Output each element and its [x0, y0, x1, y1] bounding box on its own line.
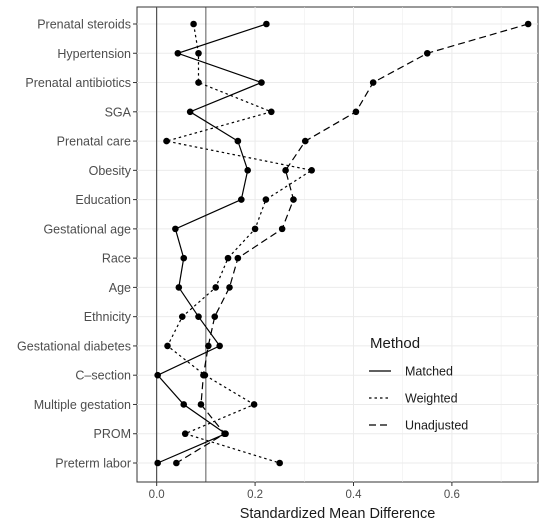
x-tick-label: 0.4 — [345, 489, 362, 501]
data-point — [197, 401, 205, 408]
series-layer — [154, 20, 532, 467]
data-point — [164, 342, 171, 350]
data-point — [174, 49, 182, 57]
data-point — [178, 313, 186, 320]
y-tick-label: PROM — [94, 427, 132, 441]
data-point — [172, 225, 179, 233]
legend-label-weighted: Weighted — [405, 392, 458, 406]
data-point — [224, 254, 232, 262]
y-tick-label: Age — [109, 281, 131, 295]
data-point — [226, 284, 233, 291]
data-point — [268, 108, 275, 116]
x-tick-label: 0.0 — [149, 489, 165, 501]
y-tick-label: SGA — [105, 105, 132, 119]
y-tick-label: Gestational diabetes — [17, 339, 131, 353]
legend-label-unadjusted: Unadjusted — [405, 419, 468, 433]
legend-label-matched: Matched — [405, 365, 453, 379]
data-point — [186, 108, 194, 116]
data-point — [352, 108, 360, 116]
data-point — [190, 20, 197, 28]
data-point — [308, 167, 315, 174]
y-tick-label: Preterm labor — [55, 457, 131, 471]
y-tick-label: Prenatal antibiotics — [25, 76, 131, 90]
data-point — [524, 20, 532, 28]
data-point — [250, 401, 258, 408]
data-point — [282, 167, 289, 174]
y-tick-label: Hypertension — [57, 47, 131, 61]
y-tick-label: Gestational age — [43, 222, 131, 236]
data-point — [369, 79, 377, 86]
data-point — [301, 137, 309, 145]
data-point — [173, 459, 180, 467]
data-point — [211, 313, 219, 320]
y-tick-label: Prenatal care — [57, 135, 131, 149]
data-point — [175, 284, 183, 291]
x-tick-label: 0.2 — [247, 489, 263, 501]
legend-title: Method — [370, 335, 420, 352]
y-tick-label: Multiple gestation — [34, 398, 131, 412]
data-point — [200, 371, 207, 379]
data-point — [238, 196, 245, 203]
data-point — [263, 20, 270, 28]
x-tick-label: 0.6 — [444, 489, 460, 501]
legend: Method Matched Weighted Unadjusted — [369, 335, 468, 433]
data-point — [163, 137, 170, 145]
series-line — [166, 23, 314, 464]
data-point — [154, 459, 161, 467]
data-point — [234, 254, 242, 262]
data-point — [262, 196, 270, 203]
data-point — [290, 196, 297, 203]
x-axis-title: Standardized Mean Difference — [240, 506, 436, 522]
data-point — [181, 430, 189, 438]
data-point — [212, 284, 220, 291]
data-point — [221, 430, 228, 438]
plot-panel — [136, 6, 539, 483]
data-point — [423, 49, 431, 57]
x-axis: 0.0 0.2 0.4 0.6 — [149, 482, 460, 501]
y-tick-label: C–section — [75, 369, 131, 383]
y-tick-label: Education — [75, 193, 131, 207]
data-point — [258, 79, 265, 86]
y-tick-label: Race — [102, 252, 131, 266]
data-point — [278, 225, 286, 233]
data-point — [234, 137, 242, 145]
data-point — [216, 342, 223, 350]
series-line — [156, 23, 267, 464]
data-point — [195, 313, 202, 320]
y-axis: Prenatal steroids Hypertension Prenatal an… — [17, 18, 137, 471]
series-unadjusted — [173, 20, 532, 467]
data-point — [180, 401, 188, 408]
data-point — [205, 342, 212, 350]
data-point — [195, 49, 202, 57]
data-point — [276, 459, 283, 467]
y-tick-label: Ethnicity — [84, 310, 132, 324]
data-point — [244, 167, 252, 174]
data-point — [251, 225, 259, 233]
data-point — [180, 254, 188, 262]
y-tick-label: Obesity — [89, 164, 132, 178]
data-point — [154, 371, 161, 379]
data-point — [195, 79, 202, 86]
grid — [137, 7, 538, 482]
y-tick-label: Prenatal steroids — [37, 18, 131, 32]
